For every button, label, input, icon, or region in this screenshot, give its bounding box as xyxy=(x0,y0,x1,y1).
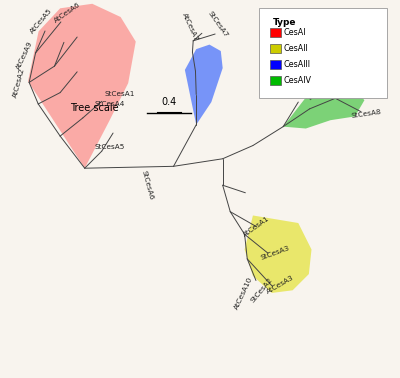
Text: AtCesA5: AtCesA5 xyxy=(29,7,53,34)
Text: AtCesA7: AtCesA7 xyxy=(181,12,200,42)
Polygon shape xyxy=(245,215,312,293)
Text: StCesA2: StCesA2 xyxy=(249,277,273,304)
Polygon shape xyxy=(28,4,136,168)
Bar xyxy=(270,76,280,85)
Text: AtCesA8: AtCesA8 xyxy=(346,84,377,96)
Text: AtCesA1: AtCesA1 xyxy=(242,215,271,238)
Text: 0.4: 0.4 xyxy=(161,97,177,107)
Text: StCesA8: StCesA8 xyxy=(351,109,382,119)
Text: StCesA1: StCesA1 xyxy=(105,91,135,97)
Text: Type: Type xyxy=(273,18,297,27)
Text: StCesA3: StCesA3 xyxy=(260,245,290,260)
Text: CesAIV: CesAIV xyxy=(284,76,312,85)
Text: CesAII: CesAII xyxy=(284,44,308,53)
Text: AtCesA3: AtCesA3 xyxy=(265,274,295,294)
Text: AtCesA6: AtCesA6 xyxy=(53,1,81,23)
Bar xyxy=(270,44,280,53)
FancyBboxPatch shape xyxy=(258,8,387,98)
Text: StCesA5: StCesA5 xyxy=(94,144,124,150)
Text: StCesA6: StCesA6 xyxy=(140,170,154,201)
Bar xyxy=(270,28,280,37)
Text: CesAI: CesAI xyxy=(284,28,306,37)
Text: AtCesA2: AtCesA2 xyxy=(12,67,26,98)
Text: AtCesA4: AtCesA4 xyxy=(284,84,314,102)
Text: StCesA7: StCesA7 xyxy=(207,11,229,39)
Text: CesAIII: CesAIII xyxy=(284,60,310,69)
Text: Tree scale: Tree scale xyxy=(70,103,119,113)
Polygon shape xyxy=(185,45,223,125)
Polygon shape xyxy=(283,83,364,129)
Text: AtCesA9: AtCesA9 xyxy=(15,40,34,70)
Text: StCesA4: StCesA4 xyxy=(94,101,124,107)
Text: AtCesA10: AtCesA10 xyxy=(233,276,254,310)
Bar xyxy=(270,60,280,69)
